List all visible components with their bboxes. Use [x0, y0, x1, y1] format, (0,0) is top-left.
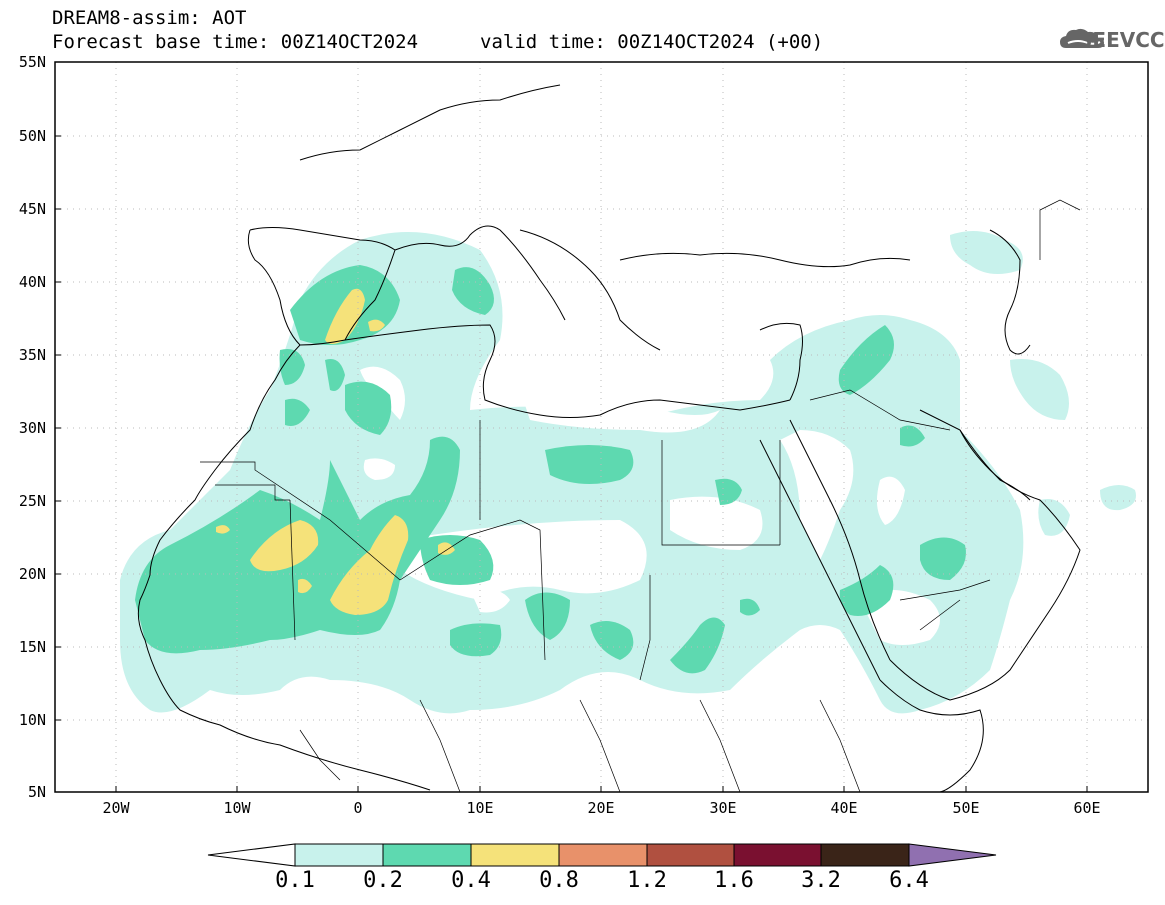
lon-label: 20W — [102, 799, 130, 817]
logo-text: SEEVCCC — [1078, 28, 1165, 52]
coastlines — [137, 84, 1081, 792]
lat-label: 55N — [18, 53, 46, 71]
lat-label: 5N — [27, 783, 46, 801]
colorbar-label: 1.2 — [627, 868, 667, 893]
colorbar-label: 6.4 — [889, 868, 929, 893]
lon-label: 10W — [223, 799, 251, 817]
colorbar-label: 0.8 — [539, 868, 579, 893]
colorbar-label: 0.1 — [275, 868, 315, 893]
aot-fields — [55, 62, 1148, 792]
colorbar-over-arrow — [908, 843, 997, 867]
cloud-icon — [1060, 28, 1104, 48]
lon-label: 0 — [353, 799, 363, 817]
lat-label: 15N — [18, 638, 46, 656]
lon-label: 60E — [1073, 799, 1101, 817]
colorbar-swatch-7 — [820, 843, 910, 867]
lat-label: 45N — [18, 200, 46, 218]
colorbar-under-arrow — [207, 843, 296, 867]
colorbar-label: 0.4 — [451, 868, 491, 893]
lon-label: 30E — [709, 799, 737, 817]
lat-label: 20N — [18, 565, 46, 583]
chart-title: DREAM8-assim: AOT — [52, 7, 247, 29]
lon-label: 40E — [830, 799, 858, 817]
valid-time: valid time: 00Z14OCT2024 (+00) — [480, 31, 824, 53]
aot-level-0-4 — [216, 288, 455, 615]
lon-label: 20E — [587, 799, 615, 817]
colorbar-swatch-5 — [646, 843, 735, 867]
colorbar-label: 0.2 — [363, 868, 403, 893]
lat-label: 50N — [18, 127, 46, 145]
colorbar-swatch-6 — [733, 843, 822, 867]
lat-label: 40N — [18, 273, 46, 291]
colorbar-label: 3.2 — [801, 868, 841, 893]
graticule — [55, 62, 1148, 792]
colorbar — [207, 843, 997, 867]
colorbar-label: 1.6 — [714, 868, 754, 893]
lat-label: 25N — [18, 492, 46, 510]
lat-label: 10N — [18, 711, 46, 729]
colorbar-swatch-3 — [470, 843, 560, 867]
lat-label: 35N — [18, 346, 46, 364]
colorbar-swatch-4 — [558, 843, 648, 867]
country-borders — [200, 199, 1081, 792]
colorbar-swatch-2 — [382, 843, 472, 867]
forecast-base-time: Forecast base time: 00Z14OCT2024 — [52, 31, 419, 53]
axis-ticks — [55, 135, 1088, 792]
lon-label: 50E — [952, 799, 980, 817]
lon-label: 10E — [466, 799, 494, 817]
lat-label: 30N — [18, 419, 46, 437]
colorbar-swatch-1 — [294, 843, 384, 867]
